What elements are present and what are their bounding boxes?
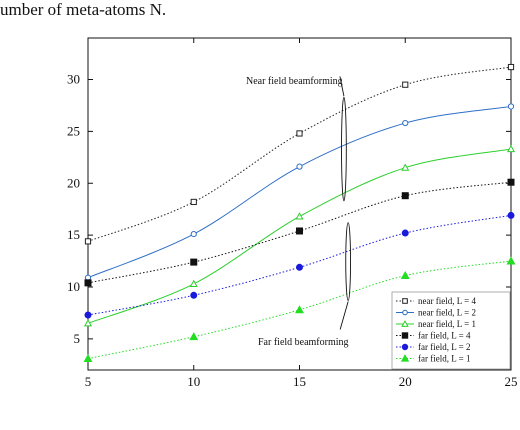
y-tick-label: 25 <box>67 123 80 138</box>
triangle-marker <box>190 333 197 339</box>
y-tick-label: 15 <box>67 227 80 242</box>
circle-marker <box>508 212 514 218</box>
triangle-marker <box>191 281 197 287</box>
legend-label: far field, L = 1 <box>418 354 470 364</box>
square-marker <box>191 259 197 265</box>
legend-label: near field, L = 1 <box>418 319 476 329</box>
circle-marker <box>297 164 302 169</box>
square-marker <box>297 131 302 136</box>
x-tick-label: 5 <box>85 374 92 389</box>
circle-marker <box>402 344 407 349</box>
near-field-group-ellipse <box>342 97 347 201</box>
circle-marker <box>191 292 197 298</box>
series-2 <box>85 104 513 280</box>
far-field-annotation: Far field beamforming <box>258 337 349 348</box>
legend-label: near field, L = 2 <box>418 308 476 318</box>
circle-marker <box>85 312 91 318</box>
y-tick-label: 20 <box>67 175 80 190</box>
far-field-arrow <box>340 302 348 330</box>
circle-marker <box>191 231 196 236</box>
y-tick-label: 5 <box>74 331 81 346</box>
triangle-marker <box>296 306 303 312</box>
square-marker <box>85 239 90 244</box>
circle-marker <box>403 120 408 125</box>
x-tick-label: 25 <box>505 374 518 389</box>
circle-marker <box>508 104 513 109</box>
legend-label: far field, L = 4 <box>418 331 471 341</box>
triangle-marker <box>507 257 514 263</box>
square-marker <box>403 299 408 304</box>
y-tick-label: 30 <box>67 72 80 87</box>
circle-marker <box>402 230 408 236</box>
square-marker <box>402 333 407 338</box>
square-marker <box>403 82 408 87</box>
circle-marker <box>403 310 408 315</box>
triangle-marker <box>402 272 409 278</box>
far-field-group-ellipse <box>346 223 351 301</box>
square-marker <box>297 228 303 234</box>
square-marker <box>191 199 196 204</box>
y-tick-label: 10 <box>67 279 80 294</box>
circle-marker <box>297 264 303 270</box>
triangle-marker <box>84 355 91 361</box>
near-field-annotation: Near field beamforming <box>246 76 343 87</box>
square-marker <box>85 280 91 286</box>
triangle-marker <box>296 213 302 219</box>
legend-label: far field, L = 2 <box>418 342 470 352</box>
square-marker <box>508 64 513 69</box>
x-tick-label: 15 <box>293 374 306 389</box>
x-tick-label: 20 <box>399 374 412 389</box>
square-marker <box>402 193 408 199</box>
x-tick-label: 10 <box>187 374 200 389</box>
triangle-marker <box>508 146 514 152</box>
square-marker <box>508 179 514 185</box>
legend-label: near field, L = 4 <box>418 296 476 306</box>
